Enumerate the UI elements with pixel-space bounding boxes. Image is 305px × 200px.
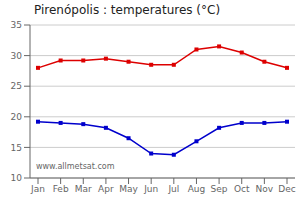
html-text:Pirenópolis : temperatures (°C: Pirenópolis : temperatures (°C) [34,3,221,17]
svg-text:15: 15 [11,143,22,153]
svg-text:Sep: Sep [211,184,228,194]
svg-text:Dec: Dec [278,184,295,194]
svg-text:Jan: Jan [30,184,45,194]
svg-text:25: 25 [11,81,22,91]
svg-text:10: 10 [11,173,23,183]
svg-text:Apr: Apr [98,184,114,194]
svg-text:Oct: Oct [234,184,250,194]
svg-text:Mar: Mar [75,184,92,194]
svg-text:Jun: Jun [143,184,158,194]
svg-text:20: 20 [11,112,23,122]
svg-text:30: 30 [11,51,23,61]
html-text:www.allmetsat.com: www.allmetsat.com [36,162,115,171]
svg-text:35: 35 [11,20,22,30]
svg-text:Aug: Aug [188,184,206,194]
svg-text:Nov: Nov [256,184,274,194]
svg-text:May: May [119,184,138,194]
svg-text:Jul: Jul [167,184,179,194]
svg-text:Feb: Feb [53,184,69,194]
